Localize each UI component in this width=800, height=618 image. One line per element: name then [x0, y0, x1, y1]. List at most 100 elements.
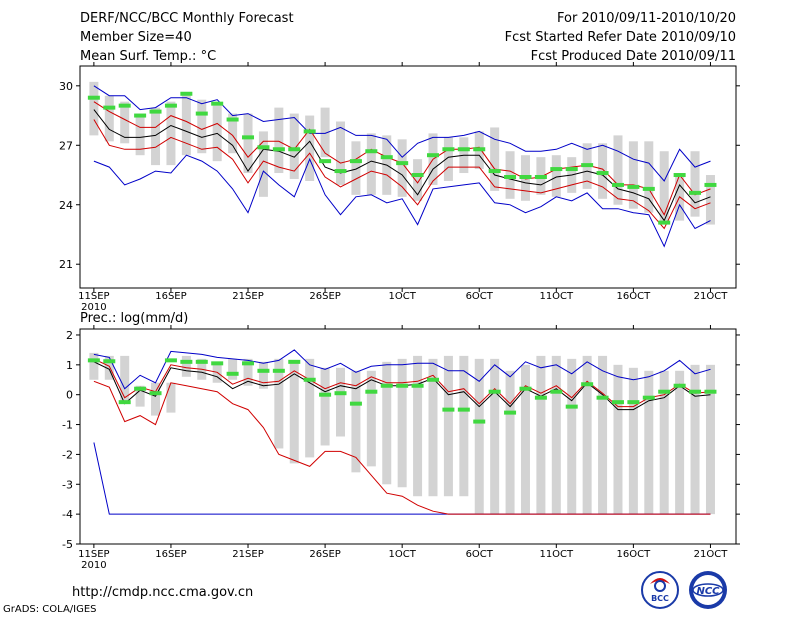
y-tick-label: 0	[66, 389, 73, 402]
box-bar	[659, 151, 669, 223]
y-tick-label: -4	[62, 508, 73, 521]
box-bar	[135, 385, 145, 407]
box-bar	[151, 382, 161, 416]
ensemble-mean-marker	[103, 359, 116, 364]
ensemble-mean-marker	[581, 382, 594, 387]
ensemble-mean-marker	[689, 190, 702, 195]
box-bar	[690, 151, 700, 217]
ensemble-mean-marker	[242, 361, 255, 366]
box-bar	[536, 355, 546, 515]
ensemble-mean-marker	[134, 386, 147, 391]
ensemble-mean-marker	[473, 419, 486, 424]
box-bar	[520, 364, 530, 515]
ensemble-mean-marker	[689, 389, 702, 394]
box-bar	[644, 141, 654, 213]
x-tick-label: 16OCT	[617, 549, 652, 560]
ensemble-mean-marker	[319, 392, 332, 397]
ensemble-mean-marker	[334, 169, 347, 174]
box-bar	[551, 155, 561, 197]
ensemble-mean-marker	[180, 359, 193, 364]
ensemble-mean-marker	[396, 161, 409, 166]
ensemble-mean-marker	[303, 377, 316, 382]
ensemble-mean-marker	[596, 395, 609, 400]
ensemble-mean-marker	[118, 400, 131, 405]
ensemble-mean-marker	[565, 404, 578, 409]
ensemble-mean-marker	[103, 105, 116, 110]
y-tick-label: -5	[62, 538, 73, 551]
ensemble-mean-marker	[334, 391, 347, 396]
box-bar	[104, 95, 114, 142]
ensemble-mean-marker	[457, 147, 470, 152]
bcc-logo: BCC	[641, 571, 679, 609]
box-bar	[258, 361, 268, 389]
ensemble-mean-marker	[426, 377, 439, 382]
ensemble-mean-marker	[211, 361, 224, 366]
ensemble-mean-marker	[550, 389, 563, 394]
chart-title: DERF/NCC/BCC Monthly Forecast	[80, 11, 294, 26]
grads-credit: GrADS: COLA/IGES	[3, 604, 97, 615]
box-bar	[705, 175, 715, 225]
ensemble-mean-marker	[658, 220, 671, 225]
box-bar	[428, 358, 438, 497]
ensemble-mean-marker	[411, 173, 424, 178]
variable-label: Mean Surf. Temp.: °C	[80, 49, 217, 64]
ensemble-mean-marker	[180, 91, 193, 96]
ensemble-mean-marker	[704, 389, 717, 394]
box-bar	[351, 370, 361, 473]
ensemble-mean-marker	[673, 383, 686, 388]
ensemble-mean-marker	[426, 153, 439, 158]
x-tick-label: 1OCT	[389, 549, 417, 560]
box-bar	[120, 355, 130, 404]
x-year-label: 2010	[81, 560, 106, 571]
ensemble-mean-marker	[534, 395, 547, 400]
box-bar	[320, 367, 330, 446]
y-tick-label: 24	[59, 199, 73, 212]
ensemble-mean-marker	[118, 103, 131, 108]
ensemble-mean-marker	[627, 184, 640, 189]
max-line	[93, 349, 711, 390]
produced-date: Fcst Produced Date 2010/09/11	[530, 49, 736, 64]
y-tick-label: -1	[62, 419, 73, 432]
ensemble-mean-marker	[488, 169, 501, 174]
ensemble-mean-marker	[581, 163, 594, 168]
ensemble-mean-marker	[288, 359, 301, 364]
ensemble-mean-marker	[611, 182, 624, 187]
x-tick-label: 21SEP	[232, 291, 263, 302]
x-tick-label: 16SEP	[155, 291, 186, 302]
ensemble-mean-marker	[550, 167, 563, 172]
min-line	[93, 154, 711, 248]
x-tick-label: 16SEP	[155, 549, 186, 560]
ensemble-mean-marker	[642, 186, 655, 191]
ncc-logo-text: NCC	[696, 586, 720, 597]
ensemble-mean-marker	[134, 113, 147, 118]
ensemble-mean-marker	[164, 358, 177, 363]
x-tick-label: 21SEP	[232, 549, 263, 560]
ensemble-mean-marker	[519, 175, 532, 179]
ensemble-mean-marker	[257, 145, 270, 150]
box-bar	[505, 370, 515, 515]
ensemble-mean-marker	[195, 359, 208, 364]
ensemble-mean-marker	[704, 182, 717, 187]
source-url[interactable]: http://cmdp.ncc.cma.gov.cn	[72, 585, 254, 600]
ensemble-mean-marker	[380, 155, 393, 160]
ensemble-mean-marker	[658, 389, 671, 394]
box-bar	[443, 137, 453, 181]
ensemble-mean-marker	[411, 383, 424, 388]
x-year-label: 2010	[81, 302, 106, 313]
member-size-label: Member Size=40	[80, 30, 192, 45]
box-bar	[181, 355, 191, 377]
box-bar	[336, 367, 346, 437]
ensemble-mean-marker	[534, 175, 547, 179]
forecast-period: For 2010/09/11-2010/10/20	[557, 11, 736, 26]
box-bar	[397, 139, 407, 197]
box-bar	[181, 93, 191, 156]
box-bar	[228, 358, 238, 380]
box-bar	[644, 370, 654, 515]
x-tick-label: 6OCT	[466, 291, 494, 302]
plot-frame	[79, 328, 737, 545]
ensemble-mean-marker	[149, 391, 162, 396]
box-bar	[366, 133, 376, 195]
ensemble-mean-marker	[87, 358, 100, 363]
box-bar	[582, 355, 592, 515]
